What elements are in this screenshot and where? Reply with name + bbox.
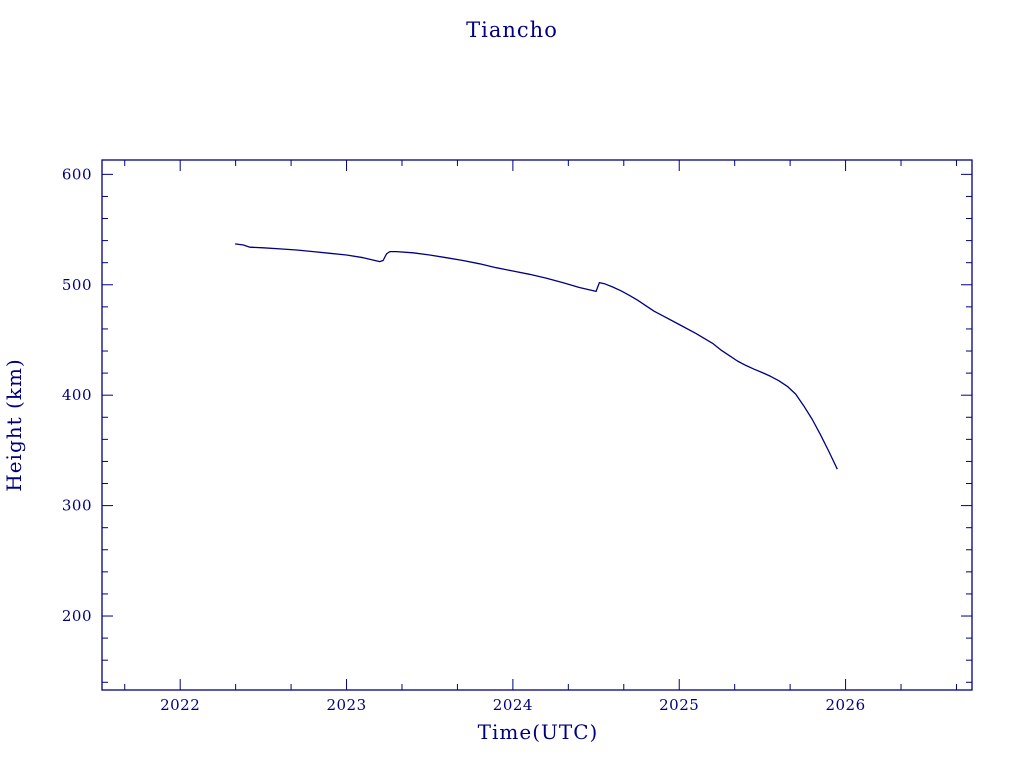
series-line [235, 243, 838, 470]
series-group [235, 243, 838, 470]
y-tick-label: 200 [62, 607, 92, 625]
y-axis-label: Height (km) [2, 358, 26, 491]
x-tick-label: 2022 [160, 696, 200, 714]
y-tick-label: 400 [62, 386, 92, 404]
x-tick-label: 2025 [659, 696, 699, 714]
tick-labels: 2022 2023 2024 2025 2026 200 300 400 500 600 [62, 165, 865, 714]
x-tick-label: 2026 [825, 696, 865, 714]
y-tick-label: 300 [62, 497, 92, 515]
y-tick-label: 600 [62, 165, 92, 183]
x-axis-label: Time(UTC) [478, 720, 599, 744]
chart-title: Tiancho [466, 18, 558, 42]
x-tick-label: 2023 [326, 696, 366, 714]
plot-frame [101, 159, 973, 691]
y-tick-label: 500 [62, 276, 92, 294]
x-tick-label: 2024 [493, 696, 533, 714]
axis-ticks [102, 160, 972, 690]
